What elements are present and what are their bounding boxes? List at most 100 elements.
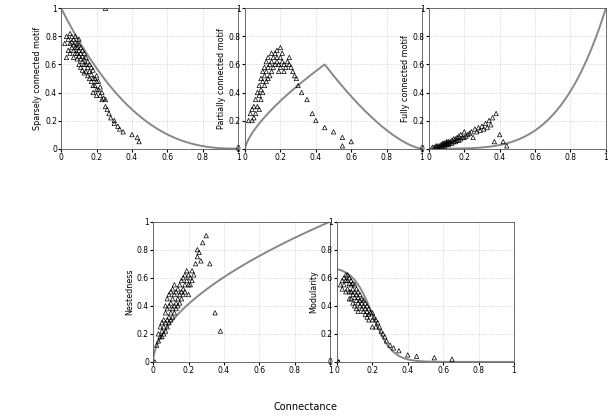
Point [176, 277, 186, 284]
Point [69, 47, 78, 54]
Point [175, 281, 185, 288]
Point [360, 305, 370, 312]
Point [334, 359, 343, 365]
Point [157, 333, 167, 340]
Point [244, 117, 253, 124]
Point [194, 249, 204, 256]
Point [341, 272, 351, 278]
Point [78, 47, 88, 54]
Point [164, 302, 174, 309]
Point [164, 319, 174, 326]
Point [92, 87, 102, 93]
Point [339, 275, 349, 281]
Point [460, 129, 469, 135]
Point [100, 96, 110, 103]
Point [150, 359, 160, 365]
Point [178, 275, 188, 281]
Point [166, 288, 176, 295]
Point [170, 302, 179, 309]
Point [80, 61, 89, 68]
Point [277, 50, 287, 57]
Point [348, 280, 358, 287]
Point [182, 267, 192, 274]
Point [297, 89, 307, 96]
Point [438, 140, 448, 146]
Point [279, 61, 289, 68]
Point [346, 295, 356, 302]
Point [367, 317, 377, 323]
Point [168, 295, 177, 302]
Point [491, 110, 501, 117]
Point [76, 50, 86, 57]
Point [382, 337, 392, 344]
Point [267, 58, 277, 65]
Point [334, 359, 343, 365]
Point [86, 64, 96, 71]
Point [92, 72, 102, 79]
Point [460, 134, 469, 141]
Point [255, 106, 264, 113]
Point [95, 84, 105, 90]
Point [452, 137, 462, 144]
Point [64, 36, 73, 42]
Point [362, 308, 372, 315]
Point [267, 50, 277, 57]
Point [275, 64, 285, 71]
Point [74, 42, 84, 48]
Point [353, 288, 363, 295]
Point [444, 141, 453, 148]
Point [480, 120, 490, 127]
Point [343, 286, 353, 292]
Point [187, 267, 197, 274]
Point [78, 67, 88, 73]
Point [271, 50, 280, 57]
Point [345, 275, 354, 281]
Point [351, 305, 361, 312]
Point [74, 61, 84, 68]
Point [258, 68, 267, 75]
Point [389, 344, 398, 351]
Point [259, 72, 269, 79]
Point [166, 317, 176, 323]
Point [263, 64, 273, 71]
Point [152, 342, 162, 349]
Point [164, 314, 174, 320]
Point [81, 54, 91, 61]
Point [184, 291, 193, 298]
Point [274, 68, 283, 75]
Point [102, 106, 112, 113]
Point [256, 87, 266, 93]
Point [337, 134, 347, 141]
Point [351, 297, 361, 304]
Point [486, 121, 496, 128]
Point [171, 300, 181, 306]
Point [442, 138, 452, 145]
Point [100, 5, 110, 12]
Point [476, 127, 485, 134]
Point [431, 143, 441, 149]
Point [337, 277, 347, 284]
Point [450, 136, 460, 142]
Point [288, 68, 297, 75]
Point [162, 324, 172, 330]
Point [94, 78, 103, 84]
Point [76, 64, 86, 71]
Point [132, 134, 142, 141]
Point [162, 305, 172, 312]
Point [99, 95, 108, 102]
Point [88, 75, 98, 82]
Point [452, 134, 462, 141]
Point [285, 54, 294, 61]
Point [118, 129, 128, 135]
Point [373, 319, 382, 326]
Point [100, 103, 110, 110]
Point [440, 143, 450, 149]
Point [74, 36, 84, 42]
Point [272, 47, 282, 54]
Point [251, 110, 261, 117]
Point [187, 277, 197, 284]
Point [86, 71, 96, 78]
Point [168, 305, 177, 312]
Point [277, 58, 287, 65]
Point [84, 68, 94, 75]
